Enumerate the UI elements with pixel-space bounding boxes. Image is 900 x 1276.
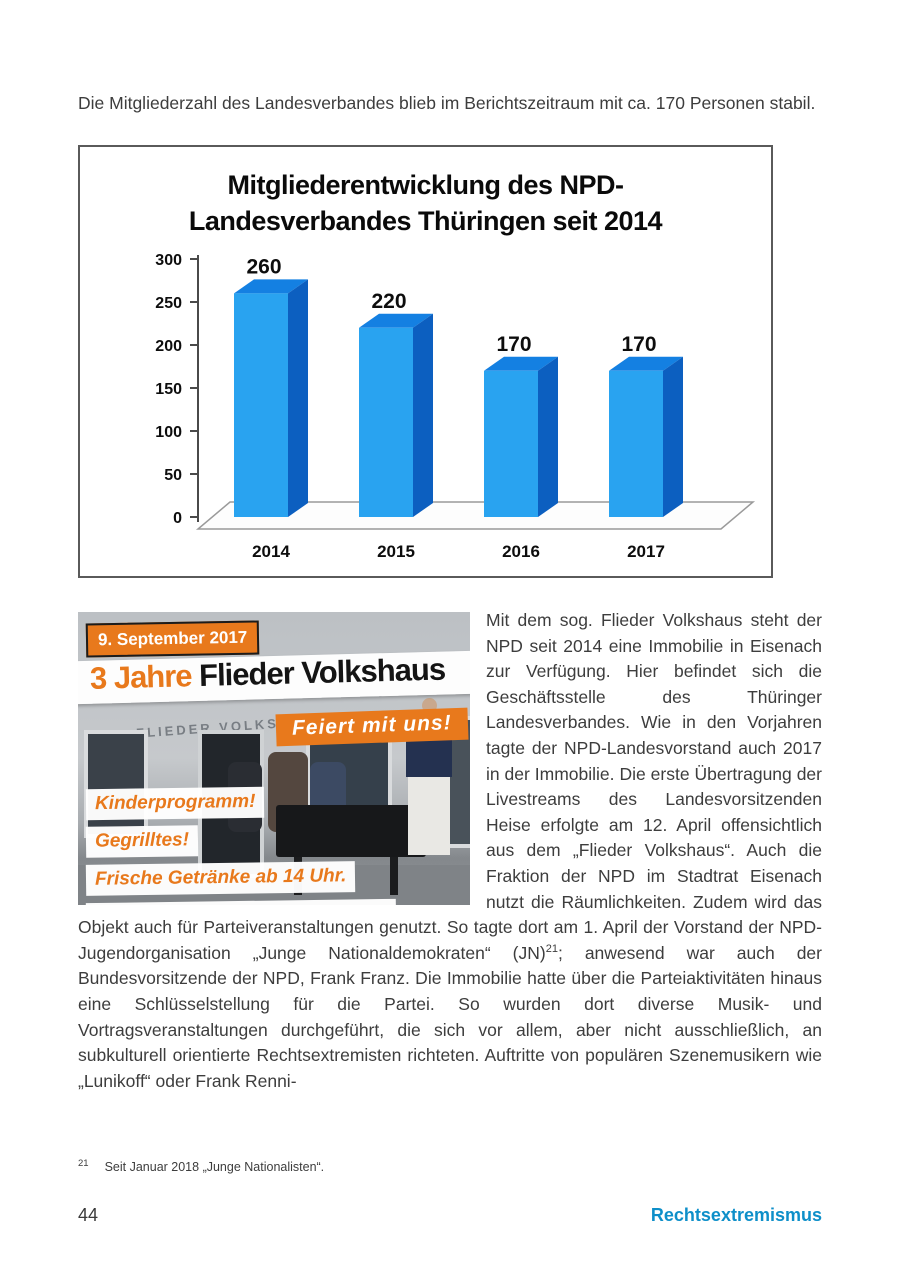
footnote-text: Seit Januar 2018 „Junge Nationalisten“. [104, 1160, 325, 1175]
svg-text:170: 170 [621, 333, 656, 356]
chart-plot-area: 0 50 100 150 200 250 300 260 2014 220 2015 170 2016 1… [155, 252, 756, 561]
intro-paragraph: Die Mitgliederzahl des Landesverbandes b… [78, 92, 816, 113]
chart-title: Mitgliederentwicklung des NPD- Landesver… [80, 167, 771, 239]
svg-text:100: 100 [155, 424, 182, 441]
headline-main: Flieder Volkshaus [191, 651, 446, 694]
svg-text:300: 300 [155, 252, 182, 269]
date-banner: 9. September 2017 [85, 620, 260, 658]
svg-text:2015: 2015 [377, 542, 415, 561]
info-banner: Gegrilltes! [85, 824, 199, 857]
headline-accent: 3 Jahre [89, 658, 192, 696]
apron [408, 777, 450, 855]
svg-text:50: 50 [164, 467, 182, 484]
svg-text:200: 200 [155, 338, 182, 355]
article-text-part2: ; anwesend war auch der Bundesvorsitzend… [78, 942, 822, 1091]
page-number: 44 [78, 1205, 99, 1225]
svg-text:170: 170 [496, 333, 531, 356]
svg-text:150: 150 [155, 381, 182, 398]
section-label: Rechtsextremismus [650, 1205, 822, 1225]
footnote-marker: 21 [78, 1158, 89, 1169]
svg-text:2016: 2016 [502, 542, 540, 561]
svg-text:2017: 2017 [627, 542, 665, 561]
svg-text:250: 250 [155, 295, 182, 312]
svg-text:2014: 2014 [252, 542, 290, 561]
footnote: 21 Seit Januar 2018 „Junge Nationalisten“… [78, 1158, 822, 1174]
svg-text:220: 220 [371, 290, 406, 313]
sub-banner: Feiert mit uns! [275, 707, 469, 746]
page-footer: 44 Rechtsextremismus [78, 1205, 822, 1226]
info-banner: Schlagerparty & Tanz ab 20 Uhr! [85, 898, 396, 905]
info-banner-list: Kinderprogramm! Gegrilltes! Frische Getr… [85, 786, 396, 905]
membership-chart: Mitgliederentwicklung des NPD- Landesver… [78, 145, 773, 578]
article-body: FLIEDER VOLKSHAUS 9. September 2017 3 Ja… [78, 608, 822, 1094]
chart-title-line1: Mitgliederentwicklung des NPD- [227, 170, 624, 200]
info-banner: Frische Getränke ab 14 Uhr. [85, 861, 356, 896]
window [84, 730, 148, 838]
chart-title-line2: Landesverbandes Thüringen seit 2014 [188, 206, 663, 236]
article-text-part1: Mit dem sog. Flieder Volkshaus steht der… [78, 610, 822, 963]
svg-text:260: 260 [246, 255, 281, 278]
svg-text:0: 0 [173, 510, 182, 527]
flieder-volkshaus-photo: FLIEDER VOLKSHAUS 9. September 2017 3 Ja… [78, 612, 470, 905]
info-banner: Kinderprogramm! [85, 786, 265, 820]
footnote-reference: 21 [545, 942, 558, 955]
